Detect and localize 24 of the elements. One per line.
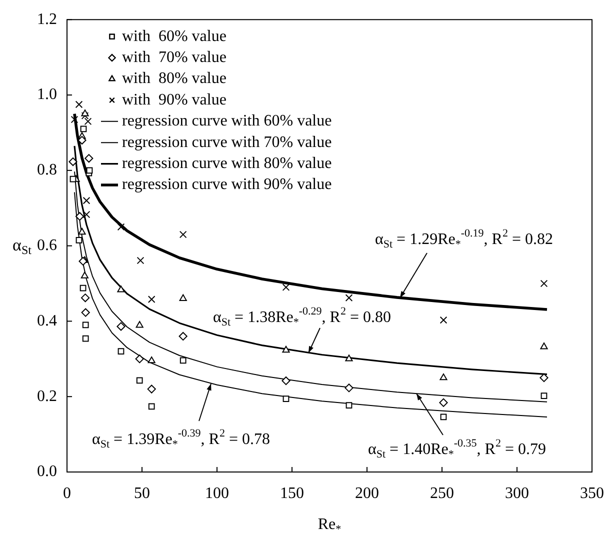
legend-label: regression curve with 60% value [122,112,332,130]
legend-label: with 70% value [122,49,226,66]
x-tick-label: 250 [430,484,454,502]
legend-label: with 60% value [122,28,226,45]
x-tick-label: 0 [63,484,71,502]
legend-label: regression curve with 90% value [122,176,332,194]
x-tick-label: 200 [355,484,379,502]
x-tick-label: 150 [280,484,304,502]
y-tick-label: 0.0 [37,463,57,480]
y-tick-label: 1.0 [37,86,57,104]
y-tick-label: 0.2 [37,388,57,405]
legend-label: regression curve with 80% value [122,155,332,172]
legend-label: regression curve with 70% value [122,134,332,151]
y-tick-label: 0.6 [37,237,57,254]
x-tick-label: 100 [205,484,229,502]
y-tick-label: 0.4 [37,312,57,330]
y-tick-label: 1.2 [37,10,57,28]
x-tick-label: 50 [134,484,150,502]
legend-label: with 80% value [122,70,226,88]
x-axis-title: Re* [318,516,342,536]
legend-label: with 90% value [122,91,226,108]
y-tick-label: 0.8 [37,162,57,179]
x-tick-label: 350 [580,484,604,502]
x-tick-label: 300 [505,484,529,502]
